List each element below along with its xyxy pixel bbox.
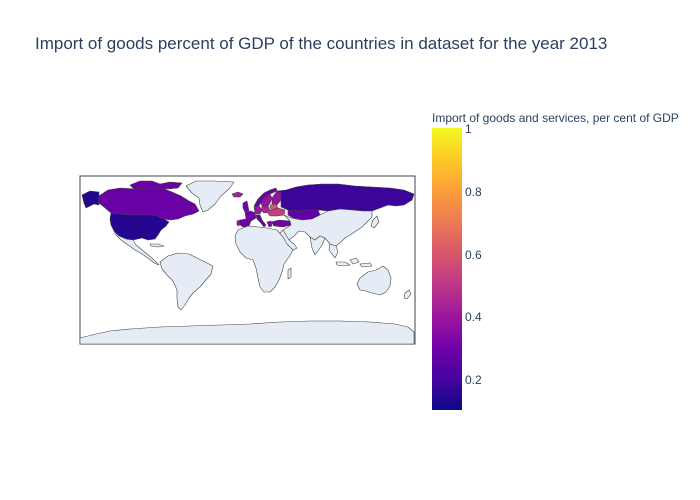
region-ukraine[interactable] xyxy=(266,207,286,217)
colorbar-title: Import of goods and services, per cent o… xyxy=(432,111,679,125)
region-greece[interactable] xyxy=(266,220,273,228)
region-australia[interactable] xyxy=(356,265,392,296)
region-italy[interactable] xyxy=(255,214,267,228)
region-indonesia[interactable] xyxy=(335,257,373,268)
region-iceland[interactable] xyxy=(231,191,244,198)
region-indochina[interactable] xyxy=(328,243,339,259)
region-portugal[interactable] xyxy=(236,219,241,227)
chart-title: Import of goods percent of GDP of the co… xyxy=(35,34,608,53)
region-india[interactable] xyxy=(309,235,326,256)
region-africa[interactable] xyxy=(234,225,294,293)
colorbar[interactable] xyxy=(432,128,462,410)
region-caribbean[interactable] xyxy=(149,243,165,248)
region-madagascar[interactable] xyxy=(287,267,292,280)
region-asia[interactable] xyxy=(282,208,373,247)
colorbar-tick-2: 0.6 xyxy=(465,248,482,262)
colorbar-tick-4: 1 xyxy=(465,122,472,136)
colorbar-tick-1: 0.4 xyxy=(465,310,482,324)
region-greenland[interactable] xyxy=(185,180,235,213)
colorbar-tick-0: 0.2 xyxy=(465,373,482,387)
region-new-zealand[interactable] xyxy=(403,289,412,300)
region-japan[interactable] xyxy=(370,215,380,229)
region-canada-islands[interactable] xyxy=(129,180,183,190)
region-south-america[interactable] xyxy=(159,252,214,311)
region-antarctica[interactable] xyxy=(80,320,415,344)
region-turkey[interactable] xyxy=(270,219,292,228)
region-alaska[interactable] xyxy=(81,190,100,209)
region-united-kingdom[interactable] xyxy=(242,200,250,213)
colorbar-tick-3: 0.8 xyxy=(465,185,482,199)
region-mexico[interactable] xyxy=(113,230,160,266)
region-germany[interactable] xyxy=(253,205,263,215)
